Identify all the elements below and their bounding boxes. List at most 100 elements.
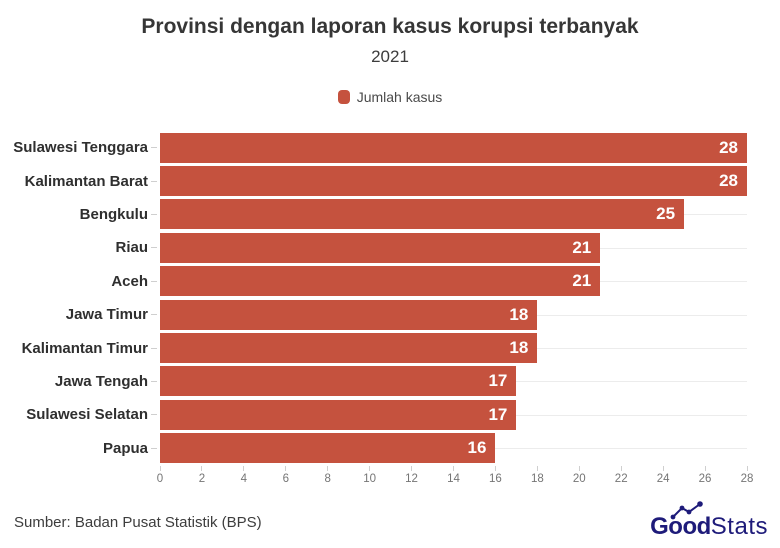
bar-track: 16 <box>160 432 747 465</box>
sparkline-icon <box>670 501 703 520</box>
x-axis-tick-label: 20 <box>572 472 586 485</box>
bar-row: Jawa Tengah 17 <box>0 365 780 398</box>
x-axis-tick-mark <box>201 465 203 471</box>
chart-subtitle: 2021 <box>371 47 409 66</box>
bar-track: 21 <box>160 231 747 264</box>
category-tick-mark <box>151 213 157 215</box>
category-tick-mark <box>151 180 157 182</box>
category-label: Riau <box>115 239 148 257</box>
bar: 28 <box>160 132 747 163</box>
x-axis-tick-label: 18 <box>530 472 544 485</box>
category-tick-mark <box>151 414 157 416</box>
bar-value-label: 21 <box>572 237 592 257</box>
x-axis-tick-mark <box>327 465 329 471</box>
x-axis-tick-label: 8 <box>324 472 331 485</box>
bar-row: Kalimantan Barat 28 <box>0 164 780 197</box>
x-axis-tick-label: 28 <box>740 472 754 485</box>
x-axis-tick-mark <box>453 465 454 471</box>
x-axis-tick-mark <box>536 465 538 471</box>
x-axis-tick-label: 0 <box>156 472 164 485</box>
x-axis-tick-label: 6 <box>282 472 289 485</box>
category-tick-mark <box>151 280 157 282</box>
bar-track: 25 <box>160 198 747 231</box>
category-label: Sulawesi Selatan <box>26 406 148 424</box>
category-label: Kalimantan Timur <box>21 339 148 357</box>
bar-value-label: 16 <box>467 438 487 458</box>
bar-value-label: 21 <box>572 271 592 291</box>
chart-title: Provinsi dengan laporan kasus korupsi te… <box>141 15 639 38</box>
bar-value-label: 17 <box>488 371 508 391</box>
category-label: Kalimantan Barat <box>24 172 148 190</box>
bar-value-label: 28 <box>719 171 738 191</box>
x-axis-tick-mark <box>578 465 580 471</box>
bar-value-label: 18 <box>509 338 529 358</box>
bar-track: 21 <box>160 265 747 298</box>
x-axis: 0 2 4 6 8 10 12 14 16 18 20 22 24 26 28 <box>156 465 753 489</box>
x-axis-tick-mark <box>620 465 622 471</box>
bar-row: Kalimantan Timur 18 <box>0 331 780 364</box>
category-label: Jawa Tengah <box>54 372 148 390</box>
bar: 17 <box>160 399 517 430</box>
brand-text-bold: Good <box>650 513 711 540</box>
source-credit: Sumber: Badan Pusat Statistik (BPS) <box>14 513 262 531</box>
bar: 21 <box>160 232 601 263</box>
category-tick-mark <box>151 147 157 149</box>
x-axis-tick-mark <box>285 465 287 471</box>
x-axis-tick-label: 4 <box>240 472 248 485</box>
x-axis-tick-mark <box>411 465 413 471</box>
bar: 16 <box>160 433 496 464</box>
chart-footer: Sumber: Badan Pusat Statistik (BPS) Good… <box>0 501 780 548</box>
category-tick-mark <box>151 380 157 382</box>
x-axis-tick-mark <box>369 465 371 471</box>
bar-track: 18 <box>160 331 747 364</box>
category-tick-mark <box>151 347 157 349</box>
x-axis-tick-mark <box>746 465 748 471</box>
bar-row: Bengkulu 25 <box>0 198 780 231</box>
bar-row: Jawa Timur 18 <box>0 298 780 331</box>
x-axis-tick-mark <box>704 465 706 471</box>
bar-track: 28 <box>160 164 747 197</box>
bar-value-label: 25 <box>656 204 676 224</box>
x-axis-tick-mark <box>243 465 245 471</box>
category-label: Bengkulu <box>79 205 148 223</box>
category-label: Papua <box>102 439 148 457</box>
bar: 21 <box>160 266 601 297</box>
bar-row: Papua 16 <box>0 432 780 465</box>
bar: 18 <box>160 333 538 364</box>
x-axis-tick-label: 26 <box>698 472 712 485</box>
goodstats-logo: Good Stats <box>650 501 768 541</box>
x-axis-tick-label: 2 <box>198 472 206 485</box>
bar-row: Riau 21 <box>0 231 780 264</box>
legend: Jumlah kasus <box>0 89 780 105</box>
category-label: Jawa Timur <box>65 306 148 324</box>
category-label: Aceh <box>111 272 148 290</box>
x-axis-tick-label: 14 <box>447 472 460 485</box>
bar-track: 17 <box>160 398 747 431</box>
x-axis-tick-mark <box>494 465 496 471</box>
bar-value-label: 18 <box>509 304 529 324</box>
bar-track: 28 <box>160 131 747 164</box>
chart-header: Provinsi dengan laporan kasus korupsi te… <box>0 0 780 68</box>
bar: 28 <box>160 166 747 197</box>
x-axis-tick-label: 10 <box>363 472 377 485</box>
bar-value-label: 28 <box>719 137 738 157</box>
category-label: Sulawesi Tenggara <box>13 139 148 157</box>
category-tick-mark <box>151 314 157 316</box>
x-axis-tick-label: 22 <box>614 472 628 485</box>
x-axis-tick-label: 12 <box>405 472 418 485</box>
category-tick-mark <box>151 447 157 449</box>
x-axis-tick-mark <box>159 465 161 471</box>
bar-chart: Sulawesi Tenggara 28 Kalimantan Barat 28 Ben… <box>0 131 780 489</box>
x-axis-tick-mark <box>662 465 664 471</box>
bar-row: Sulawesi Tenggara 28 <box>0 131 780 164</box>
x-axis-tick-label: 16 <box>489 472 502 485</box>
bar-value-label: 17 <box>488 404 508 424</box>
brand-text-light: Stats <box>710 513 768 540</box>
legend-label: Jumlah kasus <box>356 89 443 105</box>
x-axis-tick-label: 24 <box>656 472 670 485</box>
bar: 25 <box>160 199 685 230</box>
bar-track: 18 <box>160 298 747 331</box>
bar-row: Aceh 21 <box>0 265 780 298</box>
bar-rows: Sulawesi Tenggara 28 Kalimantan Barat 28 Ben… <box>0 131 780 465</box>
